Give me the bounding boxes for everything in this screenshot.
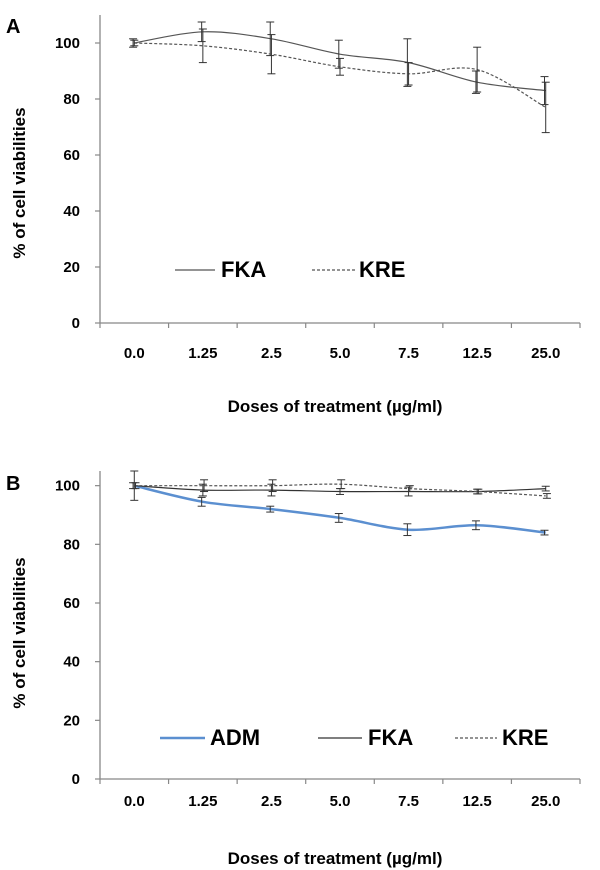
panel-b-kre-error-bar [337,479,346,490]
panel-a-y-tick-label: 40 [63,203,80,220]
panel-a-y-tick-label: 80 [63,91,80,108]
panel-b-adm-line [134,484,546,534]
panel-b-x-tick-label: 25.0 [531,793,560,810]
panel-b-adm-error-bar [197,496,206,507]
panel-a-fka-error-bar [266,21,275,57]
panel-b-legend-adm: ADM [160,725,260,750]
panel-b-x-tick-label: 2.5 [261,793,282,810]
panel-a-y-tick-label: 0 [72,315,80,332]
panel-b-y-tick-label: 100 [55,478,80,495]
panel-b-legend-fka: FKA [318,725,413,750]
legend-label: KRE [502,725,548,750]
panel-b-fka-error-bar [198,483,207,497]
panel-b-plot-area: 0 20 40 60 80 100 0.0 1.25 2.5 5.0 7.5 12.5 25.0 ADM F… [55,470,581,810]
panel-b-x-tick-label: 5.0 [330,793,351,810]
panel-a-x-axis-label: Doses of treatment (µg/ml) [228,397,443,416]
panel-a-y-tick-label: 60 [63,147,80,164]
panel-a-fka-error-bar [197,21,206,43]
panel-b-y-tick-label: 40 [63,654,80,671]
panel-b-adm-error-bar [471,520,480,531]
panel-b: B Doses of treatment (µg/ml) % of cell v… [6,470,581,868]
panel-b-x-tick-label: 12.5 [463,793,492,810]
panel-b-y-tick-label: 0 [72,771,80,788]
panel-a-fka-error-bar [334,39,343,69]
panel-b-y-tick-label: 80 [63,536,80,553]
panel-a-y-axis-label: % of cell viabilities [10,107,29,258]
panel-a-x-tick-label: 2.5 [261,345,282,362]
legend-label: FKA [368,725,413,750]
panel-a-x-tick-label: 5.0 [330,345,351,362]
panel-a-kre-error-bar [336,57,344,76]
panel-b-series-fka [130,470,550,501]
panel-b-series-adm [129,482,549,537]
panel-a-series-kre [130,28,550,134]
panel-b-adm-error-bar [540,529,549,536]
panel-a-series-fka [129,21,549,106]
panel-b-kre-error-bar [268,479,277,493]
panel-a-x-tick-label: 0.0 [124,345,145,362]
panel-b-y-tick-label: 20 [63,712,80,729]
panel-b-adm-error-bar [266,505,275,513]
panel-a: A Doses of treatment (µg/ml) % of cell v… [6,15,581,416]
panel-a-kre-error-bar [541,81,550,134]
panel-b-x-tick-label: 0.0 [124,793,145,810]
panel-a-label: A [6,16,20,38]
panel-a-kre-error-bar [267,34,276,75]
panel-b-kre-error-bar [200,479,209,493]
panel-a-plot-area: 0 20 40 60 80 100 0.0 1.25 2.5 5.0 7.5 12.5 25.0 FKA K… [55,15,581,362]
panel-b-x-tick-label: 7.5 [398,793,419,810]
panel-b-adm-error-bar [403,523,412,537]
panel-b-fka-error-bar [130,470,139,501]
panel-b-x-axis-label: Doses of treatment (µg/ml) [228,849,443,868]
panel-b-kre-line [134,483,546,497]
panel-a-kre-error-bar [404,62,413,86]
panel-b-y-axis-label: % of cell viabilities [10,557,29,708]
panel-a-legend-fka: FKA [175,257,266,282]
panel-b-legend-kre: KRE [455,725,548,750]
panel-b-kre-error-bar [131,482,140,490]
panel-a-y-tick-label: 100 [55,35,80,52]
panel-a-x-tick-label: 12.5 [463,345,492,362]
panel-a-fka-error-bar [471,70,480,94]
panel-a-fka-error-bar [540,76,549,106]
panel-b-kre-error-bar [542,493,551,499]
panel-b-label: B [6,473,20,495]
panel-a-x-tick-label: 25.0 [531,345,560,362]
panel-a-kre-error-bar [198,28,207,64]
panel-a-y-tick-label: 20 [63,259,80,276]
panel-b-adm-error-bar [334,513,343,523]
panel-b-fka-error-bar [541,485,550,492]
legend-label: KRE [359,257,405,282]
panel-a-legend-kre: KRE [312,257,405,282]
panel-a-x-tick-label: 7.5 [398,345,419,362]
panel-b-kre-error-bar [405,485,414,493]
panel-a-kre-error-bar [130,39,139,47]
legend-label: ADM [210,725,260,750]
panel-b-kre-error-bar [474,488,483,495]
legend-label: FKA [221,257,266,282]
panel-a-x-tick-label: 1.25 [188,345,217,362]
panel-b-series-kre [131,479,551,499]
panel-b-y-tick-label: 60 [63,595,80,612]
panel-b-x-tick-label: 1.25 [188,793,217,810]
panel-a-kre-error-bar [473,46,482,93]
